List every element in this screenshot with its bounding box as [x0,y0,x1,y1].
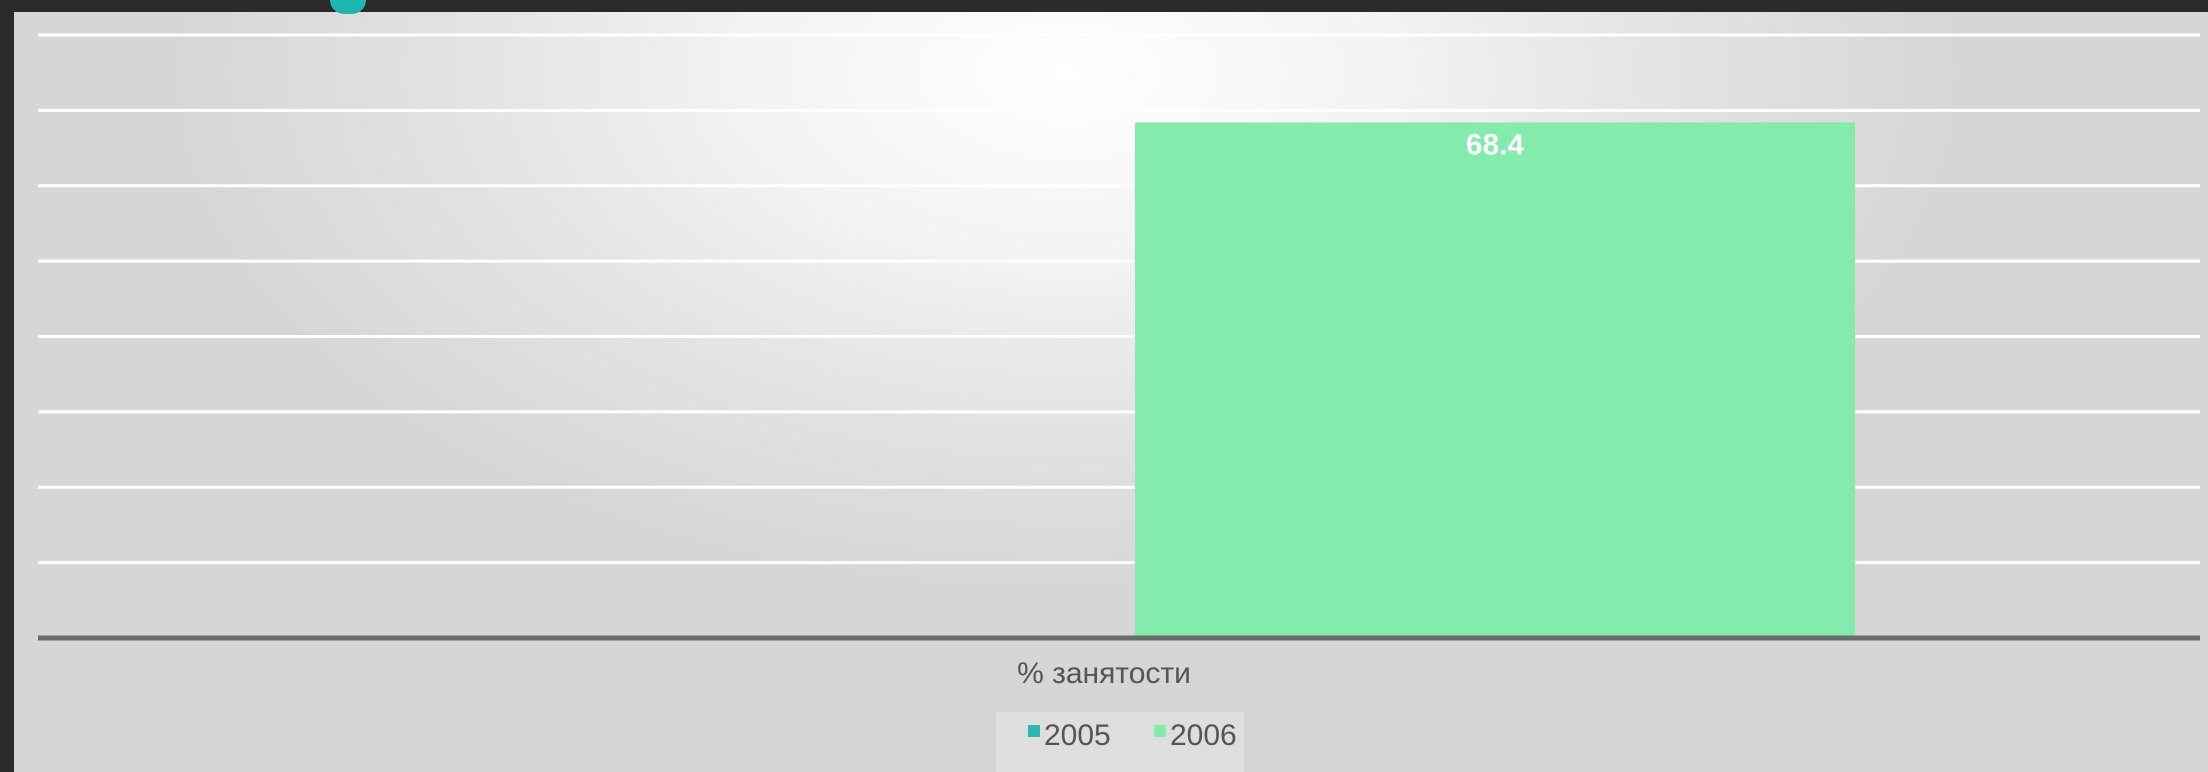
gridlines [38,33,2200,565]
legend: 2005 2006 [1028,719,1237,752]
bars [1135,122,1855,638]
legend-swatch-2005 [1028,725,1040,737]
bar-2006 [1135,122,1855,638]
data-label-2006: 68.4 [1466,128,1525,161]
x-axis-label: % занятости [1017,657,1191,690]
data-labels: 68.4 [1466,128,1525,161]
legend-label-2005: 2005 [1044,719,1111,752]
legend-label-2006: 2006 [1170,719,1237,752]
legend-swatch-2006 [1154,725,1166,737]
legend-background [996,712,1244,772]
accent-decoration [330,0,366,14]
